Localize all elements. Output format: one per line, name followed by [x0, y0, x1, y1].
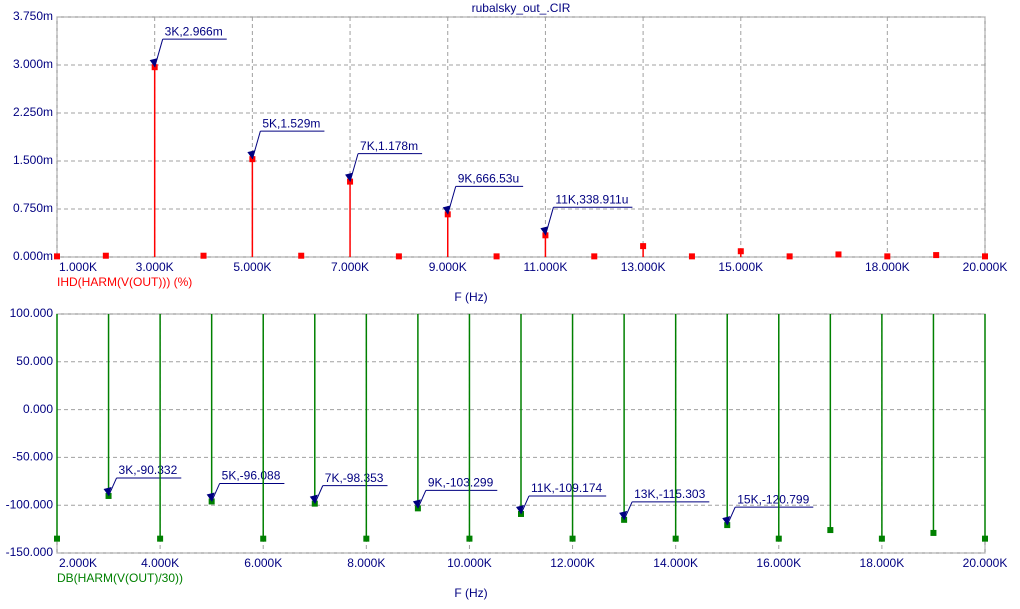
y-tick-label: -50.000	[12, 450, 53, 464]
y-tick-label: 1.500m	[13, 153, 53, 167]
marker	[640, 243, 647, 250]
marker	[878, 535, 885, 542]
y-tick-label: -150.000	[6, 545, 54, 559]
marker	[569, 535, 576, 542]
marker	[200, 252, 207, 259]
annotation-arrow	[149, 58, 158, 68]
annotation-arrow	[247, 150, 256, 160]
data-label: 5K,-96.088	[222, 469, 281, 483]
marker	[466, 535, 473, 542]
x-axis-label: F (Hz)	[454, 586, 487, 600]
annotation-arrow	[412, 499, 421, 509]
x-tick-label: 11.000K	[524, 260, 568, 274]
annotation-leader	[520, 495, 530, 515]
x-axis-label: F (Hz)	[454, 290, 487, 304]
x-tick-label: 12.000K	[550, 556, 595, 570]
y-tick-label: -100.000	[6, 497, 54, 511]
marker	[933, 252, 940, 259]
y-tick-label: 3.750m	[13, 9, 53, 23]
annotation-arrow	[206, 492, 215, 502]
marker	[827, 527, 834, 534]
x-tick-label: 8.000K	[347, 556, 385, 570]
annotation-leader	[726, 506, 736, 526]
annotation-arrow	[722, 516, 731, 526]
x-tick-label: 13.000K	[621, 260, 666, 274]
marker	[54, 253, 60, 260]
marker	[930, 529, 937, 536]
annotation-arrow	[516, 504, 524, 514]
annotation-arrow	[540, 226, 549, 236]
annotation-leader	[108, 477, 118, 497]
annotation-leader	[211, 483, 221, 502]
annotation-arrow	[345, 172, 354, 182]
marker	[395, 253, 402, 260]
annotation-arrow	[103, 486, 112, 496]
x-tick-label: 15.000K	[718, 260, 763, 274]
data-label: 7K,1.178m	[360, 139, 418, 153]
data-label: 11K,338.911u	[555, 192, 628, 206]
data-label: 7K,-98.353	[325, 471, 384, 485]
series-label: DB(HARM(V(OUT)/30))	[57, 571, 183, 585]
marker	[591, 253, 598, 260]
x-tick-label: 16.000K	[756, 556, 801, 570]
marker	[786, 253, 793, 260]
plot-frame	[56, 16, 986, 258]
chart-title: rubalsky_out_.CIR	[472, 1, 571, 15]
x-tick-label: 18.000K	[860, 556, 905, 570]
data-label: 11K,-109.174	[531, 481, 602, 495]
marker	[260, 535, 267, 542]
x-tick-label: 14.000K	[653, 556, 698, 570]
annotation-arrow	[309, 494, 318, 504]
data-label: 5K,1.529m	[262, 116, 320, 130]
x-tick-label: 3.000K	[136, 260, 174, 274]
y-tick-label: 0.000m	[13, 249, 53, 263]
x-tick-label: 20.000K	[963, 260, 1008, 274]
data-label: 9K,-103.299	[428, 476, 494, 490]
y-tick-label: 3.000m	[13, 57, 53, 71]
data-label: 9K,666.53u	[458, 172, 519, 186]
annotation-leader	[417, 490, 427, 509]
annotation-leader	[623, 501, 633, 521]
x-tick-label: 9.000K	[429, 260, 467, 274]
marker	[493, 253, 500, 260]
data-label: 3K,-90.332	[119, 463, 178, 477]
x-tick-label: 10.000K	[447, 556, 492, 570]
y-tick-label: 0.000	[23, 402, 53, 416]
marker	[157, 535, 164, 542]
x-tick-label: 4.000K	[141, 556, 179, 570]
y-tick-label: 2.250m	[13, 105, 53, 119]
x-tick-label: 20.000K	[963, 556, 1008, 570]
marker	[982, 253, 988, 260]
marker	[884, 253, 891, 260]
x-tick-label: 18.000K	[865, 260, 910, 274]
marker	[672, 535, 679, 542]
marker	[982, 535, 988, 542]
data-label: 3K,2.966m	[165, 24, 223, 38]
marker	[688, 253, 695, 260]
marker	[54, 535, 60, 542]
y-tick-label: 100.000	[10, 306, 54, 320]
data-label: 15K,-120.799	[737, 492, 809, 506]
y-tick-label: 50.000	[16, 354, 53, 368]
marker	[363, 535, 370, 542]
x-tick-label: 2.000K	[59, 556, 97, 570]
x-tick-label: 7.000K	[331, 260, 369, 274]
marker	[835, 251, 842, 258]
data-label: 13K,-115.303	[634, 487, 705, 501]
marker	[737, 248, 744, 255]
annotation-arrow	[442, 205, 451, 215]
x-tick-label: 1.000K	[59, 260, 97, 274]
series-label: IHD(HARM(V(OUT))) (%)	[57, 275, 192, 289]
x-tick-label: 6.000K	[244, 556, 282, 570]
marker	[775, 535, 782, 542]
annotation-arrow	[619, 510, 628, 520]
y-tick-label: 0.750m	[13, 201, 53, 215]
marker	[298, 252, 305, 259]
marker	[102, 252, 109, 259]
annotation-leader	[314, 485, 324, 504]
x-tick-label: 5.000K	[233, 260, 271, 274]
